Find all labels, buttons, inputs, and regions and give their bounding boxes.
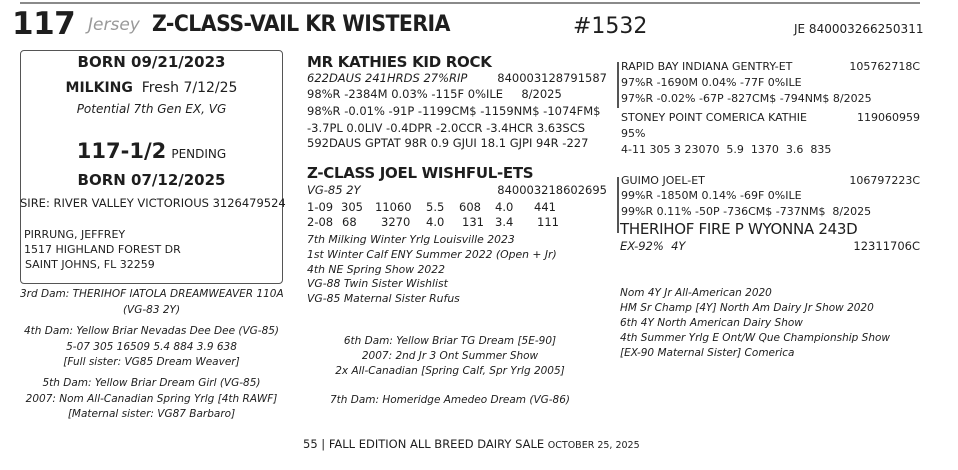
seventh-dam: 7th Dam: Homeridge Amedeo Dream (VG-86)	[329, 394, 571, 406]
fifth-dam: 5th Dam: Yellow Briar Dream Girl (VG-85)…	[20, 376, 283, 423]
milking-value: Fresh 7/12/25	[141, 80, 238, 96]
fourth-dam: 4th Dam: Yellow Briar Nevadas Dee Dee (V…	[20, 324, 283, 371]
third-dam-class: (VG-83 2Y)	[122, 303, 181, 316]
sire-proof-line: 592DAUS GPTAT 98R 0.9 GJUI 18.1 GJPI 94R…	[307, 136, 589, 150]
dam-note: 4th NE Spring Show 2022	[307, 262, 446, 276]
milking-label: MILKING	[65, 80, 133, 96]
dam-dam-note: 4th Summer Yrlg E Ont/W Que Championship…	[620, 332, 891, 344]
calf-lot: 117-1/2 PENDING	[20, 139, 283, 163]
info-box	[20, 50, 283, 284]
sire-name: MR KATHIES KID ROCK	[307, 53, 492, 71]
sixth-dam-line: 6th Dam: Yellow Briar TG Dream [5E-90]	[343, 335, 557, 347]
milking-status: MILKING Fresh 7/12/25	[20, 80, 283, 96]
registration-number: #1532	[573, 14, 648, 39]
fourth-dam-note: [Full sister: VG85 Dream Weaver]	[63, 356, 240, 368]
dam-sire-id: 106797223C	[849, 174, 920, 187]
sire-dam-name: STONEY POINT COMERICA KATHIE	[621, 111, 807, 124]
sire-sire-proof: 97%R -1690M 0.04% -77F 0%ILE	[621, 76, 802, 89]
sire-proof-line: 98%R -0.01% -91P -1199CM$ -1159NM$ -1074…	[307, 104, 601, 118]
pedigree-bracket	[617, 177, 619, 233]
consignor-city: SAINT JOHNS, FL 32259	[25, 258, 155, 271]
calf-status: PENDING	[171, 147, 227, 161]
fifth-dam-note: [Maternal sister: VG87 Barbaro]	[67, 408, 236, 420]
record-fat: 131	[462, 215, 484, 229]
record-milk: 3270	[381, 215, 411, 229]
dam-dam-classification: EX-92% 4Y	[620, 239, 686, 253]
pedigree-bracket	[617, 62, 619, 108]
consignor-name: PIRRUNG, JEFFREY	[24, 228, 126, 241]
sire-dam-record: 4-11 305 3 23070 5.9 1370 3.6 835	[621, 143, 832, 156]
sixth-dam: 6th Dam: Yellow Briar TG Dream [5E-90] 2…	[320, 334, 580, 379]
sire-proof-line: 98%R -2384M 0.03% -115F 0%ILE 8/2025	[307, 87, 562, 101]
dam-dam-name: THERIHOF FIRE P WYONNA 243D	[620, 220, 858, 238]
dam-classification: VG-85 2Y	[307, 183, 361, 197]
sire-dam-percent: 95%	[621, 127, 646, 140]
record-milk: 11060	[375, 200, 412, 214]
sire-proof-line: -3.7PL 0.0LIV -0.4DPR -2.0CCR -3.4HCR 3.…	[307, 121, 586, 135]
dam-note: VG-85 Maternal Sister Rufus	[307, 292, 460, 306]
sire-dam-id: 119060959	[857, 111, 920, 124]
sire-id: 840003128791587	[497, 71, 607, 85]
sire-daughters: 622DAUS 241HRDS 27%RIP	[307, 71, 468, 85]
born-date: BORN 09/21/2023	[77, 53, 226, 71]
third-dam-line: 3rd Dam: THERIHOF IATOLA DREAMWEAVER 110…	[20, 288, 284, 300]
footer: 55 | FALL EDITION ALL BREED DAIRY SALE O…	[303, 437, 640, 451]
record-protein-pct: 4.0	[495, 200, 514, 214]
dam-dam-note: HM Sr Champ [4Y] North Am Dairy Jr Show …	[620, 302, 874, 314]
page-number: 55	[303, 437, 318, 451]
fourth-dam-line: 4th Dam: Yellow Briar Nevadas Dee Dee (V…	[23, 325, 280, 337]
dam-dam-note: 6th 4Y North American Dairy Show	[620, 317, 803, 329]
record-protein-pct: 3.4	[495, 215, 514, 229]
record-days: 305	[341, 200, 363, 214]
sire-sire-name: RAPID BAY INDIANA GENTRY-ET	[621, 60, 793, 73]
dam-notes: 7th Milking Winter Yrlg Louisville 2023 …	[307, 233, 557, 307]
calf-born-date: BORN 07/12/2025	[77, 171, 226, 189]
sixth-dam-award: 2007: 2nd Jr 3 Ont Summer Show	[361, 350, 539, 362]
footer-separator: |	[321, 437, 326, 451]
top-rule	[20, 2, 920, 4]
animal-name: Z-CLASS-VAIL KR WISTERIA	[152, 12, 450, 37]
animal-id: JE 840003266250311	[794, 22, 924, 36]
fifth-dam-award: 2007: Nom All-Canadian Spring Yrlg [4th …	[25, 392, 278, 405]
record-fat-pct: 4.0	[426, 215, 445, 229]
third-dam: 3rd Dam: THERIHOF IATOLA DREAMWEAVER 110…	[20, 287, 284, 318]
dam-note: VG-88 Twin Sister Wishlist	[307, 277, 448, 291]
record-days: 68	[342, 215, 357, 229]
dam-name: Z-CLASS JOEL WISHFUL-ETS	[307, 164, 534, 182]
sale-date: OCTOBER 25, 2025	[547, 440, 640, 451]
sixth-dam-award: 2x All-Canadian [Spring Calf, Spr Yrlg 2…	[335, 365, 565, 377]
dam-dam-note: [EX-90 Maternal Sister] Comerica	[620, 347, 795, 359]
dam-dam-notes: Nom 4Y Jr All-American 2020 HM Sr Champ …	[620, 286, 890, 361]
record-age: 2-08	[307, 215, 334, 229]
dam-note: 1st Winter Calf ENY Summer 2022 (Open + …	[307, 247, 557, 261]
potential: Potential 7th Gen EX, VG	[76, 102, 227, 116]
record-protein: 111	[537, 215, 559, 229]
calf-lot-number: 117-1/2	[76, 139, 167, 163]
sire-sire-id: 105762718C	[849, 60, 920, 73]
dam-id: 840003218602695	[497, 183, 607, 197]
record-protein: 441	[534, 200, 556, 214]
sale-title: FALL EDITION ALL BREED DAIRY SALE	[328, 437, 545, 451]
record-fat: 608	[459, 200, 481, 214]
dam-note: 7th Milking Winter Yrlg Louisville 2023	[307, 233, 515, 246]
dam-dam-id: 12311706C	[853, 239, 920, 253]
dam-sire-proof: 99%R 0.11% -50P -736CM$ -737NM$ 8/2025	[621, 205, 872, 218]
sire-sire-proof: 97%R -0.02% -67P -827CM$ -794NM$ 8/2025	[621, 92, 872, 105]
consignor-address: 1517 HIGHLAND FOREST DR	[24, 243, 181, 256]
fifth-dam-line: 5th Dam: Yellow Briar Dream Girl (VG-85)	[42, 377, 261, 389]
record-age: 1-09	[307, 200, 334, 214]
dam-dam-note: Nom 4Y Jr All-American 2020	[620, 287, 772, 299]
breed: Jersey	[88, 15, 140, 35]
fourth-dam-record: 5-07 305 16509 5.4 884 3.9 638	[66, 340, 237, 353]
record-fat-pct: 5.5	[426, 200, 445, 214]
calf-sire: SIRE: RIVER VALLEY VICTORIOUS 3126479524	[20, 196, 286, 210]
lot-number: 117	[12, 6, 76, 42]
dam-sire-name: GUIMO JOEL-ET	[621, 174, 705, 187]
dam-sire-proof: 99%R -1850M 0.14% -69F 0%ILE	[621, 189, 802, 202]
